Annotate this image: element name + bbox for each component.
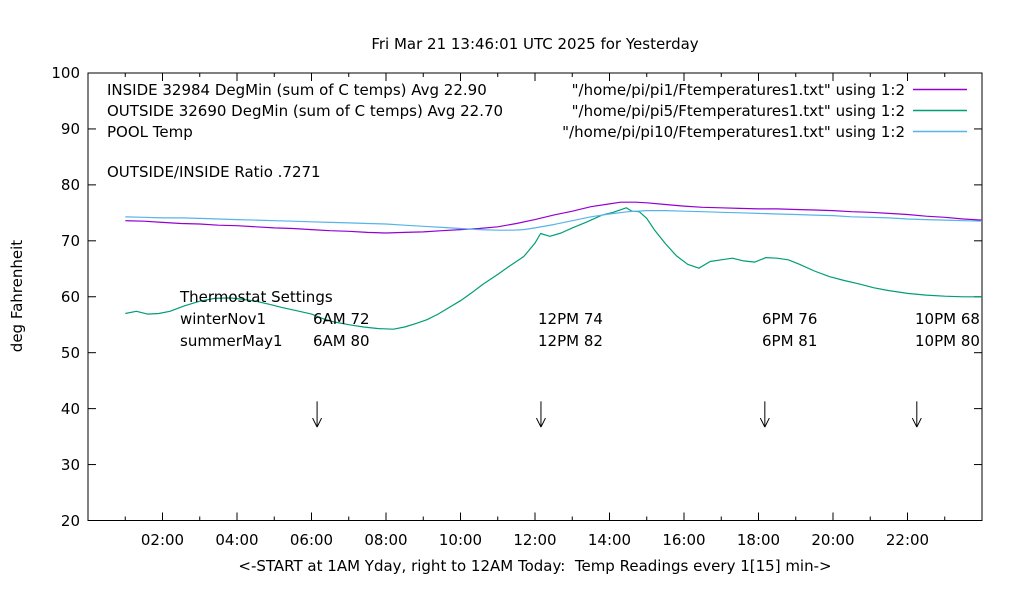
thermostat-summer-12pm: 12PM 82	[538, 332, 603, 350]
thermostat-summer-6pm: 6PM 81	[762, 332, 818, 350]
y-tick-label: 90	[60, 119, 80, 138]
series-inside-line	[125, 201, 983, 234]
x-tick-label: 10:00	[438, 531, 483, 549]
thermostat-winter-6am: 6AM 72	[313, 310, 370, 328]
legend-label-pool: POOL Temp	[107, 123, 193, 141]
x-tick-label: 22:00	[885, 531, 930, 549]
x-axis-label: <-START at 1AM Yday, right to 12AM Today…	[238, 557, 832, 575]
legend-file-pool: "/home/pi/pi10/Ftemperatures1.txt" using…	[562, 123, 905, 141]
thermostat-summer-10pm: 10PM 80	[915, 332, 980, 350]
thermostat-winter-12pm: 12PM 74	[538, 310, 603, 328]
thermostat-summer-6am: 6AM 80	[313, 332, 370, 350]
chart-title: Fri Mar 21 13:46:01 UTC 2025 for Yesterd…	[371, 35, 699, 53]
x-tick-label: 04:00	[215, 531, 259, 549]
thermostat-heading: Thermostat Settings	[180, 288, 333, 306]
y-tick-label: 100	[51, 64, 80, 82]
x-tick-label: 16:00	[662, 531, 706, 549]
thermostat-winter-10pm: 10PM 68	[915, 310, 980, 328]
y-tick-label: 20	[60, 511, 80, 530]
legend-label-outside: OUTSIDE 32690 DegMin (sum of C temps) Av…	[107, 102, 504, 120]
y-tick-label: 60	[60, 287, 80, 306]
series-pool-line	[125, 210, 983, 231]
x-tick-label: 18:00	[736, 531, 781, 549]
x-tick-label: 20:00	[811, 531, 855, 549]
thermostat-row-winter-name: winterNov1	[180, 310, 267, 328]
thermostat-winter-6pm: 6PM 76	[762, 310, 818, 328]
legend-label-inside: INSIDE 32984 DegMin (sum of C temps) Avg…	[107, 81, 487, 99]
y-tick-label: 50	[60, 343, 80, 362]
y-tick-label: 80	[60, 175, 80, 194]
ratio-annotation: OUTSIDE/INSIDE Ratio .7271	[107, 163, 321, 181]
y-axis-label: deg Fahrenheit	[8, 239, 26, 353]
x-tick-label: 12:00	[513, 531, 557, 549]
legend-file-inside: "/home/pi/pi1/Ftemperatures1.txt" using …	[571, 81, 905, 99]
y-tick-label: 70	[60, 231, 80, 250]
x-tick-label: 08:00	[364, 531, 408, 549]
thermostat-row-summer-name: summerMay1	[180, 332, 283, 350]
x-tick-label: 06:00	[289, 531, 334, 549]
x-tick-label: 14:00	[587, 531, 632, 549]
y-tick-label: 40	[60, 399, 80, 418]
x-tick-label: 02:00	[140, 531, 185, 549]
series-outside-line	[125, 207, 982, 330]
y-tick-label: 30	[60, 455, 80, 474]
legend-file-outside: "/home/pi/pi5/Ftemperatures1.txt" using …	[571, 102, 905, 120]
